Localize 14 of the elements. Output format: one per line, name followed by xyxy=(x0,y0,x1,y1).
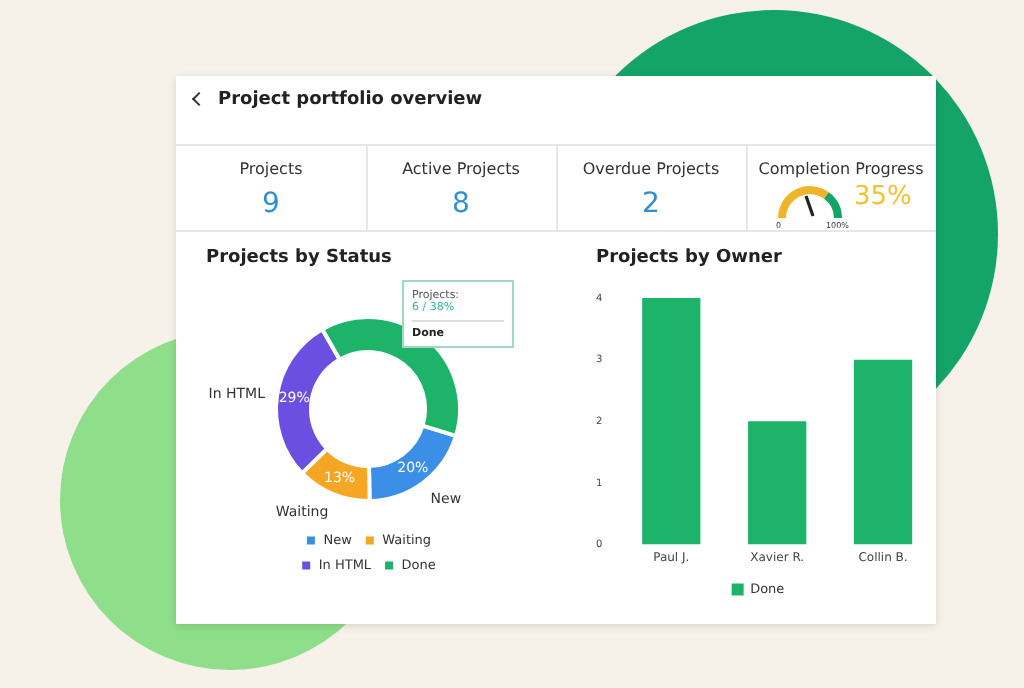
text: Completion Progress xyxy=(756,160,926,178)
text: Active Projects xyxy=(400,160,522,178)
text: Overdue Projects xyxy=(580,160,722,178)
text: Project portfolio overview xyxy=(218,90,483,110)
chart-title: Projects by Owner xyxy=(596,248,782,268)
bar xyxy=(853,359,913,545)
bar xyxy=(642,298,701,545)
text: 8 xyxy=(450,188,472,220)
text: 9 xyxy=(260,188,282,220)
chart-title: Projects by Status xyxy=(206,248,392,268)
bar xyxy=(748,421,807,545)
text: Projects xyxy=(237,160,305,178)
text: 35% xyxy=(854,182,912,212)
text: 2 xyxy=(640,188,662,220)
